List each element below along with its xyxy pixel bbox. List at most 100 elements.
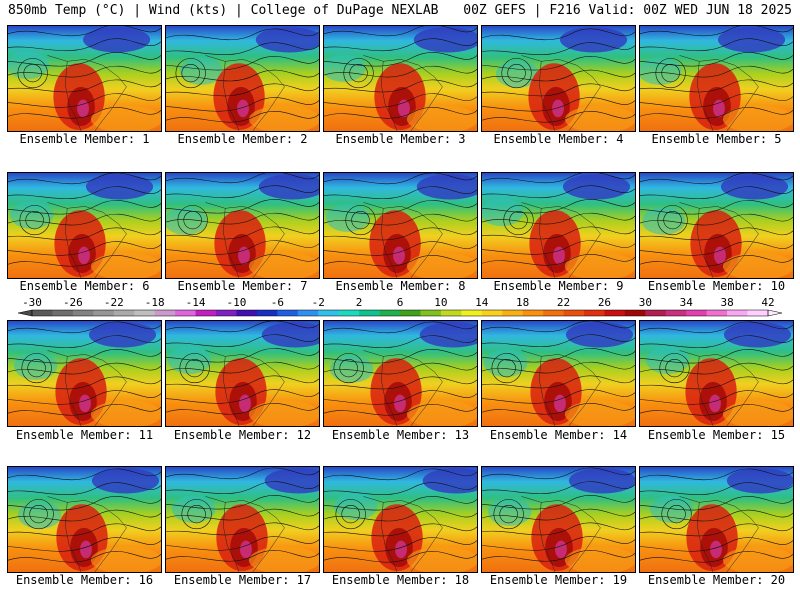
temperature-field xyxy=(640,26,793,131)
temperature-field xyxy=(166,467,319,572)
temperature-field xyxy=(8,26,161,131)
ensemble-member-map xyxy=(165,466,320,573)
colorbar-swatch xyxy=(52,310,74,316)
ensemble-member-caption: Ensemble Member: 11 xyxy=(15,428,154,442)
colorbar-swatch xyxy=(727,310,748,316)
colorbar-tick-label: -14 xyxy=(186,296,206,309)
colorbar-swatch xyxy=(338,310,360,316)
colorbar-swatch xyxy=(584,310,605,316)
ensemble-member-caption: Ensemble Member: 20 xyxy=(647,573,786,587)
temperature-field xyxy=(324,467,477,572)
colorbar-tick-label: 2 xyxy=(356,296,363,309)
colorbar-tick-label: -22 xyxy=(104,296,124,309)
colorbar-tick-label: 14 xyxy=(475,296,489,309)
colorbar-swatch xyxy=(420,310,442,316)
temperature-field xyxy=(166,321,319,426)
ensemble-member-map xyxy=(481,172,636,279)
colorbar-low-arrow xyxy=(17,309,33,317)
temperature-field xyxy=(482,26,635,131)
colorbar-tick-label: 38 xyxy=(720,296,733,309)
colorbar-swatch xyxy=(379,310,401,316)
ensemble-member-map xyxy=(165,25,320,132)
colorbar-swatch xyxy=(154,310,176,316)
temperature-field xyxy=(324,173,477,278)
colorbar-tick-label: 22 xyxy=(557,296,570,309)
colorbar-tick-label: -30 xyxy=(22,296,42,309)
ensemble-member-caption: Ensemble Member: 6 xyxy=(19,279,150,293)
ensemble-member-caption: Ensemble Member: 5 xyxy=(651,132,782,146)
colorbar-swatch xyxy=(400,310,421,316)
colorbar-swatch xyxy=(195,310,217,316)
colorbar-swatch xyxy=(93,310,115,316)
temperature-field xyxy=(324,321,477,426)
ensemble-member-map xyxy=(7,172,162,279)
colorbar-swatch xyxy=(236,310,258,316)
colorbar-swatch xyxy=(72,310,94,316)
temperature-field xyxy=(324,26,477,131)
colorbar-swatch xyxy=(522,310,544,316)
ensemble-member-map xyxy=(481,466,636,573)
colorbar-swatch xyxy=(175,310,196,316)
ensemble-member-map xyxy=(639,466,794,573)
ensemble-member-caption: Ensemble Member: 10 xyxy=(647,279,786,293)
ensemble-member-caption: Ensemble Member: 3 xyxy=(335,132,466,146)
ensemble-member-map xyxy=(323,172,478,279)
temperature-field xyxy=(166,173,319,278)
colorbar-tick-label: -18 xyxy=(145,296,165,309)
colorbar-swatch xyxy=(318,310,339,316)
colorbar-swatch xyxy=(706,310,728,316)
ensemble-member-caption: Ensemble Member: 18 xyxy=(331,573,470,587)
temperature-field xyxy=(8,173,161,278)
temperature-colorbar: -30 -26 -22 -18 -14 -10 -6 -2 2 6 10 14 18 22 26 30 34 38… xyxy=(17,296,783,317)
colorbar-swatch xyxy=(747,310,769,316)
ensemble-member-map xyxy=(165,172,320,279)
colorbar-swatch xyxy=(134,310,155,316)
colorbar-swatch xyxy=(481,310,503,316)
colorbar-swatch xyxy=(359,310,380,316)
ensemble-member-map xyxy=(639,25,794,132)
ensemble-member-map xyxy=(481,320,636,427)
colorbar-swatch xyxy=(604,310,626,316)
ensemble-member-map xyxy=(323,320,478,427)
colorbar-swatch xyxy=(256,310,278,316)
colorbar-tick-label: -26 xyxy=(63,296,83,309)
ensemble-member-map xyxy=(323,25,478,132)
ensemble-member-caption: Ensemble Member: 16 xyxy=(15,573,154,587)
ensemble-member-map xyxy=(639,172,794,279)
ensemble-member-caption: Ensemble Member: 1 xyxy=(19,132,150,146)
colorbar-tick-label: -10 xyxy=(227,296,247,309)
colorbar-swatch xyxy=(624,310,646,316)
temperature-field xyxy=(640,467,793,572)
ensemble-member-map xyxy=(7,320,162,427)
colorbar-swatch xyxy=(440,310,462,316)
ensemble-member-caption: Ensemble Member: 13 xyxy=(331,428,470,442)
ensemble-member-caption: Ensemble Member: 12 xyxy=(173,428,312,442)
ensemble-member-caption: Ensemble Member: 4 xyxy=(493,132,624,146)
temperature-field xyxy=(640,321,793,426)
ensemble-member-caption: Ensemble Member: 19 xyxy=(489,573,628,587)
colorbar-swatch xyxy=(502,310,523,316)
colorbar-tick-label: 10 xyxy=(434,296,447,309)
ensemble-member-caption: Ensemble Member: 2 xyxy=(177,132,308,146)
ensemble-member-caption: Ensemble Member: 17 xyxy=(173,573,312,587)
colorbar-tick-label: -2 xyxy=(312,296,325,309)
temperature-field xyxy=(640,173,793,278)
ensemble-member-map xyxy=(639,320,794,427)
colorbar-swatch xyxy=(297,310,319,316)
ensemble-member-map xyxy=(7,466,162,573)
colorbar-swatch xyxy=(686,310,707,316)
ensemble-member-map xyxy=(165,320,320,427)
temperature-field xyxy=(8,467,161,572)
run-valid-time: 00Z GEFS | F216 Valid: 00Z WED JUN 18 20… xyxy=(463,3,792,18)
ensemble-member-map xyxy=(323,466,478,573)
ensemble-member-caption: Ensemble Member: 15 xyxy=(647,428,786,442)
colorbar-tick-label: 26 xyxy=(598,296,611,309)
colorbar-swatch xyxy=(543,310,564,316)
temperature-field xyxy=(166,26,319,131)
ensemble-member-map xyxy=(7,25,162,132)
colorbar-tick-label: 42 xyxy=(761,296,774,309)
colorbar-tick-label: 34 xyxy=(680,296,694,309)
temperature-field xyxy=(482,173,635,278)
colorbar-tick-label: -6 xyxy=(271,296,284,309)
colorbar-swatch xyxy=(216,310,237,316)
